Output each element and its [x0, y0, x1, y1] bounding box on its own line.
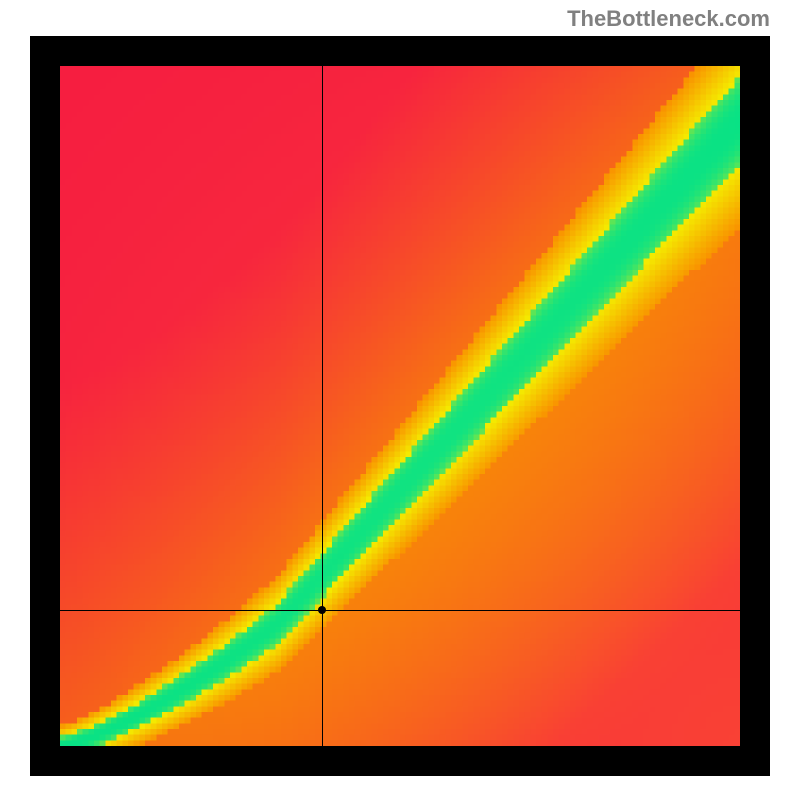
heatmap-canvas: [60, 66, 740, 746]
attribution-text: TheBottleneck.com: [567, 6, 770, 32]
plot-area: [60, 66, 740, 746]
plot-border: [30, 36, 770, 776]
chart-container: TheBottleneck.com: [0, 0, 800, 800]
